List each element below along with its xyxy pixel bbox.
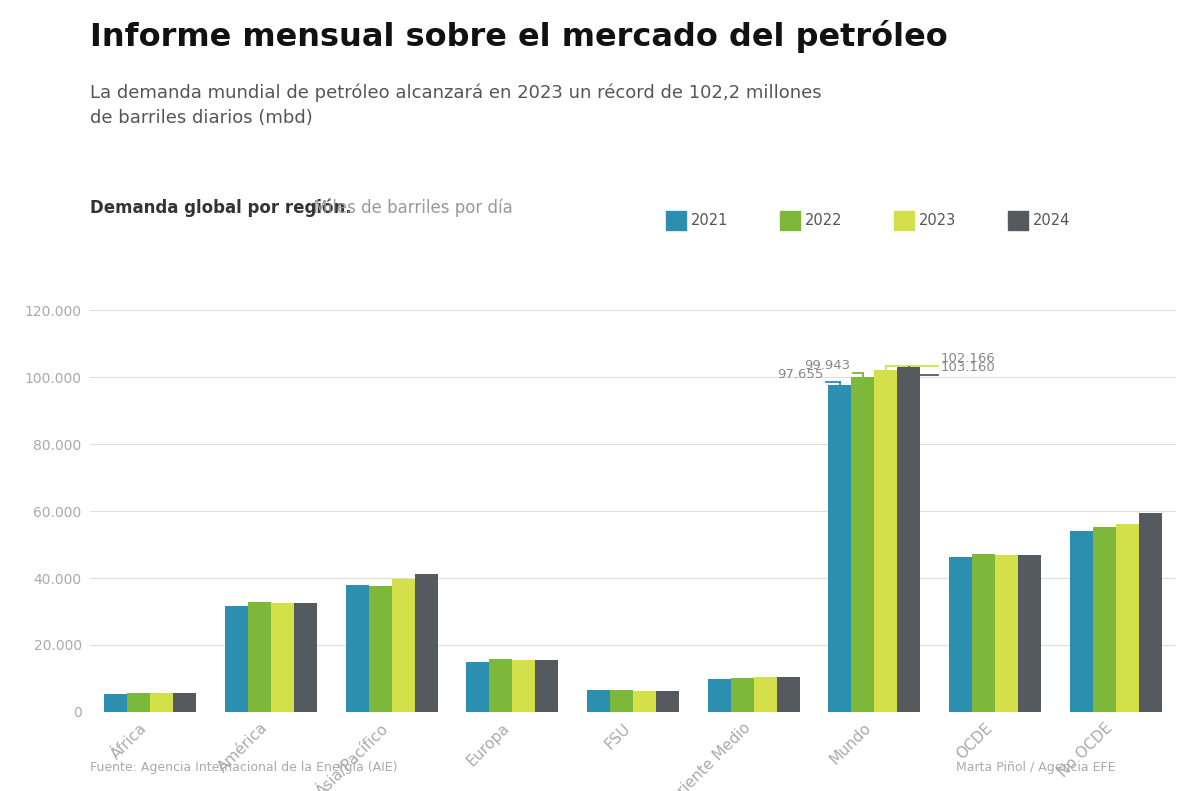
Bar xyxy=(1070,531,1093,712)
Bar xyxy=(708,679,731,712)
Bar xyxy=(150,693,173,712)
Bar xyxy=(828,385,852,712)
Bar xyxy=(271,604,294,712)
Text: 97.655: 97.655 xyxy=(778,369,823,381)
Bar xyxy=(127,693,150,712)
Bar xyxy=(346,585,368,712)
Bar xyxy=(898,367,920,712)
Text: 99.943: 99.943 xyxy=(804,359,850,373)
Bar xyxy=(1116,524,1139,712)
Bar xyxy=(852,377,875,712)
Bar xyxy=(294,603,317,712)
Text: La demanda mundial de petróleo alcanzará en 2023 un récord de 102,2 millones: La demanda mundial de petróleo alcanzará… xyxy=(90,83,822,101)
Bar xyxy=(368,585,391,712)
Bar xyxy=(995,555,1018,712)
Bar xyxy=(875,370,898,712)
Text: Miles de barriles por día: Miles de barriles por día xyxy=(308,199,514,217)
Bar xyxy=(226,607,248,712)
Bar xyxy=(467,662,490,712)
Bar xyxy=(248,603,271,712)
Bar xyxy=(634,691,656,712)
Bar xyxy=(610,691,634,712)
Text: 2024: 2024 xyxy=(1033,214,1070,228)
Text: Fuente: Agencia Internacional de la Energía (AIE): Fuente: Agencia Internacional de la Ener… xyxy=(90,761,397,774)
Text: Demanda global por región.: Demanda global por región. xyxy=(90,199,352,217)
Bar xyxy=(972,554,995,712)
Bar xyxy=(731,678,754,712)
Bar xyxy=(104,694,127,712)
Text: Marta Piñol / Agencia EFE: Marta Piñol / Agencia EFE xyxy=(956,761,1116,774)
Text: de barriles diarios (mbd): de barriles diarios (mbd) xyxy=(90,109,313,127)
Bar xyxy=(414,574,438,712)
Text: 2023: 2023 xyxy=(919,214,956,228)
Text: 2022: 2022 xyxy=(805,214,842,228)
Bar xyxy=(535,660,558,712)
Bar xyxy=(587,691,610,712)
Bar xyxy=(776,677,799,712)
Bar xyxy=(754,677,776,712)
Bar xyxy=(512,660,535,712)
Bar xyxy=(1139,513,1162,712)
Bar xyxy=(391,579,414,712)
Bar xyxy=(656,691,679,712)
Bar xyxy=(173,694,196,712)
Bar xyxy=(1018,555,1040,712)
Text: Informe mensual sobre el mercado del petróleo: Informe mensual sobre el mercado del pet… xyxy=(90,20,948,53)
Text: 103.160: 103.160 xyxy=(941,361,996,374)
Text: 102.166: 102.166 xyxy=(941,351,996,365)
Bar xyxy=(490,660,512,712)
Bar xyxy=(949,558,972,712)
Text: 2021: 2021 xyxy=(691,214,728,228)
Bar xyxy=(1093,527,1116,712)
